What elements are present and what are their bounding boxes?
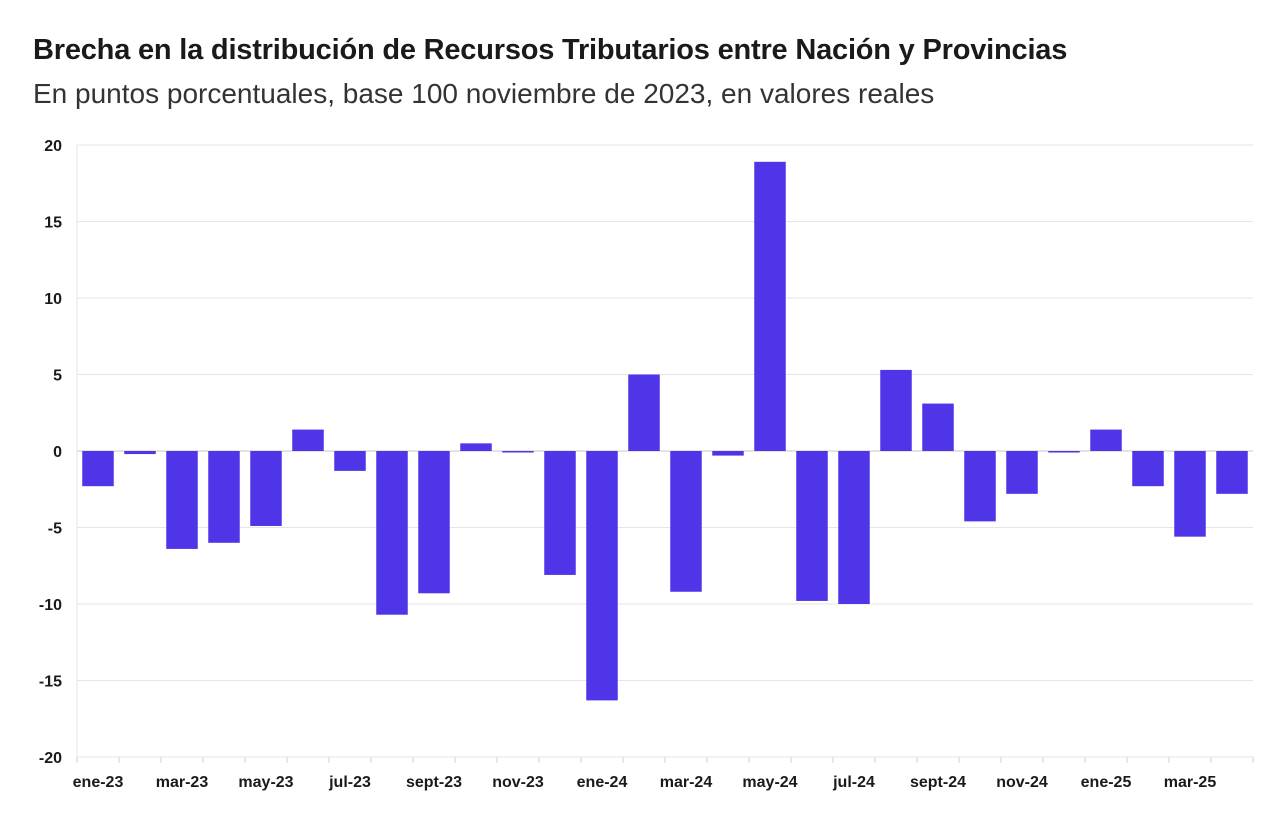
y-tick-label: 20 [44,138,62,155]
y-tick-label: -20 [39,750,62,767]
y-tick-label: 10 [44,291,62,308]
bar-jul-23 [334,451,366,471]
x-tick-label: may-24 [742,774,797,791]
x-tick-label: mar-25 [1164,774,1217,791]
bar-feb-25 [1132,451,1164,487]
bar-ago-24 [880,369,912,451]
x-tick-label: sept-24 [910,774,966,791]
bar-feb-24 [628,374,660,451]
bar-jul-24 [838,451,870,604]
bar-mar-24 [670,451,702,592]
bar-sept-23 [418,451,450,594]
y-tick-label: 0 [53,444,62,461]
y-tick-label: -5 [48,521,62,538]
bar-ene-23 [82,451,114,487]
x-tick-label: jul-23 [328,774,371,791]
bar-dic-24 [1048,451,1080,453]
x-tick-label: ene-23 [73,774,124,791]
bar-oct-23 [460,443,492,451]
chart-subtitle: En puntos porcentuales, base 100 noviemb… [33,78,935,109]
bar-nov-23 [502,451,534,453]
x-tick-label: mar-24 [660,774,713,791]
bar-abr-24 [712,451,744,456]
bar-jun-23 [292,429,324,451]
bar-abr-25 [1216,451,1248,494]
y-tick-label: -15 [39,674,62,691]
chart-title: Brecha en la distribución de Recursos Tr… [33,34,1068,66]
bar-ago-23 [376,451,408,615]
bar-nov-24 [1006,451,1038,494]
bar-oct-24 [964,451,996,522]
x-tick-label: ene-25 [1081,774,1132,791]
bar-may-24 [754,161,786,451]
x-tick-label: nov-24 [996,774,1048,791]
bar-jun-24 [796,451,828,601]
bar-mar-23 [166,451,198,549]
bar-may-23 [250,451,282,526]
bars [82,161,1248,701]
y-tick-label: 15 [44,215,62,232]
bar-feb-23 [124,451,156,455]
bar-sept-24 [922,403,954,451]
x-tick-label: may-23 [238,774,293,791]
x-tick-label: sept-23 [406,774,462,791]
x-tick-label: ene-24 [577,774,628,791]
x-axis-ticks: ene-23 mar-23 may-23 jul-23 sept-23 nov-23 ene… [73,774,1217,791]
bar-ene-24 [586,451,618,701]
bar-ene-25 [1090,429,1122,451]
y-tick-label: -10 [39,597,62,614]
bar-mar-25 [1174,451,1206,537]
bar-abr-23 [208,451,240,543]
x-tick-label: mar-23 [156,774,209,791]
x-tick-label: nov-23 [492,774,544,791]
x-tick-label: jul-24 [832,774,875,791]
y-tick-label: 5 [53,368,62,385]
bar-dic-23 [544,451,576,575]
y-axis-ticks: 20 15 10 5 0 -5 -10 -15 -20 [39,138,62,767]
